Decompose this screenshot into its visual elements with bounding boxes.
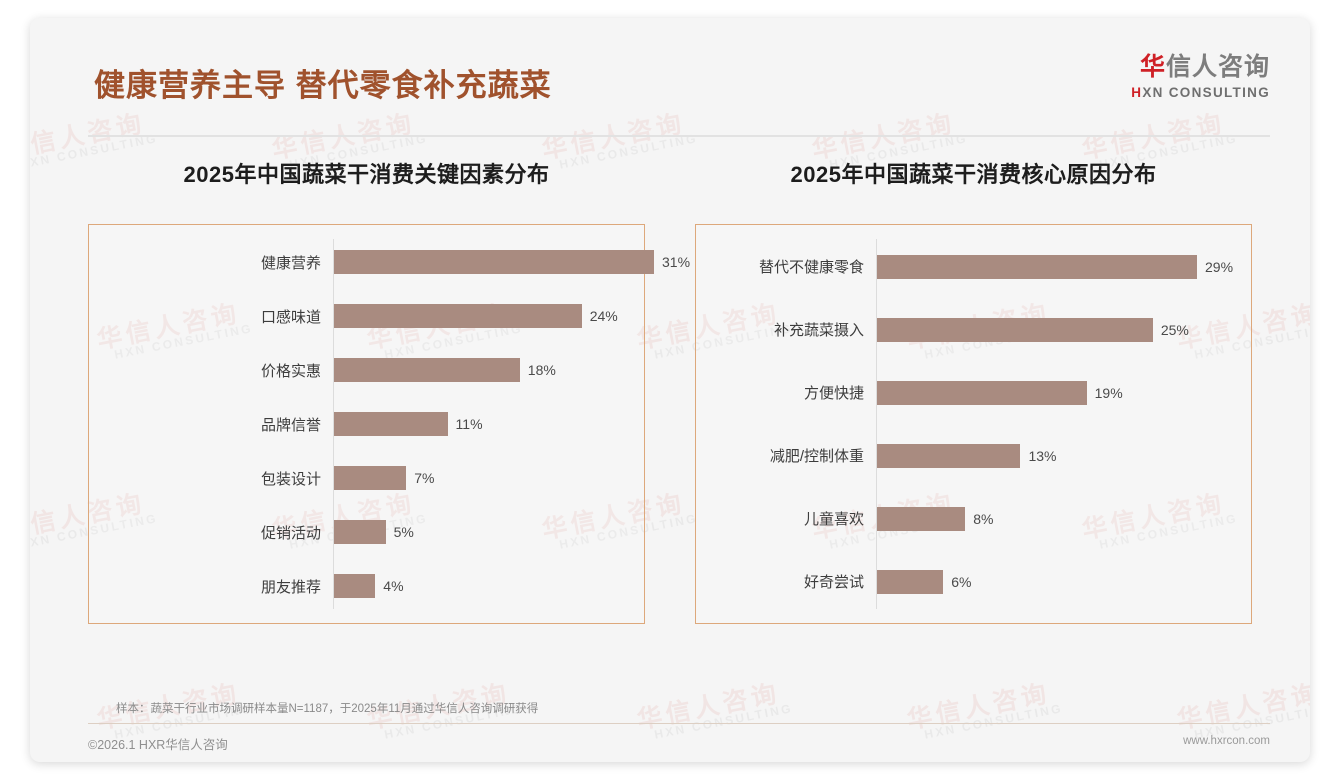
bar — [334, 574, 376, 598]
brand-logo: 华信人咨询 HXN CONSULTING — [1131, 53, 1270, 100]
bar-category-label: 包装设计 — [260, 470, 321, 488]
logo-cn-gray: 信人咨询 — [1165, 53, 1270, 81]
bar — [334, 304, 582, 328]
bar-row: 儿童喜欢 8% — [696, 506, 1251, 532]
bar — [334, 250, 654, 274]
bar-category-label: 替代不健康零食 — [758, 259, 864, 276]
bar-value-label: 19% — [1094, 384, 1123, 401]
bar-track: 13% — [876, 443, 1251, 469]
plot-right: 替代不健康零食 29% 补充蔬菜摄入 25% 方便快捷 19% 减肥/控制体重 13% 儿童喜欢… — [696, 225, 1251, 623]
copyright-text: ©2026.1 HXR华信人咨询 — [88, 738, 228, 752]
footer-divider — [88, 723, 1270, 724]
bar-value-label: 13% — [1028, 447, 1057, 464]
bar-track: 19% — [876, 380, 1251, 406]
bar-value-label: 29% — [1205, 258, 1234, 275]
bar — [877, 380, 1087, 405]
chart-title-right: 2025年中国蔬菜干消费核心原因分布 — [790, 162, 1157, 187]
bar-category-label: 补充蔬菜摄入 — [773, 322, 864, 339]
bar-row: 好奇尝试 6% — [696, 569, 1251, 595]
bar — [877, 254, 1197, 279]
bar-track: 5% — [333, 519, 644, 545]
bar-row: 补充蔬菜摄入 25% — [696, 317, 1251, 343]
bar-track: 25% — [876, 317, 1251, 343]
bar-rows-left: 健康营养 31% 口感味道 24% 价格实惠 18% 品牌信誉 11% 包装设计 7% 促销活动 5%… — [89, 225, 690, 623]
chart-title-left: 2025年中国蔬菜干消费关键因素分布 — [183, 162, 550, 187]
bar-category-label: 促销活动 — [260, 524, 321, 542]
bar — [334, 358, 520, 382]
bar-value-label: 31% — [662, 254, 691, 270]
bar — [877, 317, 1153, 342]
logo-cn-red: 华 — [1139, 53, 1166, 81]
bar-row: 品牌信誉 11% — [89, 411, 644, 437]
bar-category-label: 健康营养 — [260, 254, 321, 272]
bar-track: 7% — [333, 465, 644, 491]
bar-row: 朋友推荐 4% — [89, 573, 644, 599]
bar-category-label: 品牌信誉 — [260, 416, 321, 434]
slide-header: 健康营养主导 替代零食补充蔬菜 华信人咨询 HXN CONSULTING — [30, 18, 1310, 116]
logo-en-red: H — [1131, 84, 1143, 100]
chart-block-left: 2025年中国蔬菜干消费关键因素分布 健康营养 31% 口感味道 24% 价格实惠 18%… — [88, 158, 690, 624]
bar-value-label: 25% — [1160, 321, 1189, 338]
bar — [877, 443, 1021, 468]
chart-block-right: 2025年中国蔬菜干消费核心原因分布 替代不健康零食 29% 补充蔬菜摄入 25% 方便… — [695, 158, 1252, 624]
bar-value-label: 24% — [589, 308, 618, 324]
bar — [334, 520, 386, 544]
logo-en-gray: XN CONSULTING — [1142, 84, 1270, 100]
bar-row: 促销活动 5% — [89, 519, 644, 545]
bar-track: 31% — [333, 249, 690, 275]
logo-chinese: 华信人咨询 — [1131, 53, 1270, 82]
bar-category-label: 好奇尝试 — [803, 574, 864, 591]
bar-category-label: 口感味道 — [260, 308, 321, 326]
axis-line-right — [876, 239, 877, 609]
bar-category-label: 儿童喜欢 — [803, 511, 864, 528]
header-divider — [88, 135, 1270, 137]
slide-footer: ©2026.1 HXR华信人咨询 www.hxrcon.com — [30, 724, 1310, 762]
bar — [334, 466, 407, 490]
slide-canvas: 华信人咨询 HXN CONSULTING 华信人咨询 HXN CONSULTING 华信… — [30, 18, 1310, 762]
bar-track: 24% — [333, 303, 644, 329]
bar-category-label: 方便快捷 — [803, 385, 864, 402]
bar-category-label: 价格实惠 — [260, 362, 321, 380]
bar-track: 8% — [876, 506, 1251, 532]
bar-track: 11% — [333, 411, 644, 437]
bar-row: 口感味道 24% — [89, 303, 644, 329]
sample-footnote: 样本：蔬菜干行业市场调研样本量N=1187，于2025年11月通过华信人咨询调研… — [116, 703, 539, 715]
bar-rows-right: 替代不健康零食 29% 补充蔬菜摄入 25% 方便快捷 19% 减肥/控制体重 13% 儿童喜欢… — [696, 225, 1251, 623]
bar-value-label: 7% — [414, 470, 435, 486]
logo-english: HXN CONSULTING — [1131, 85, 1270, 100]
bar-value-label: 4% — [383, 578, 404, 594]
plot-left: 健康营养 31% 口感味道 24% 价格实惠 18% 品牌信誉 11% 包装设计 7% 促销活动 5%… — [89, 225, 690, 623]
bar-value-label: 8% — [973, 510, 994, 527]
bar-value-label: 18% — [527, 362, 556, 378]
bar-value-label: 6% — [951, 573, 972, 590]
bar-value-label: 5% — [393, 524, 414, 540]
bar-track: 18% — [333, 357, 644, 383]
bar-row: 健康营养 31% — [89, 249, 690, 275]
charts-area: 2025年中国蔬菜干消费关键因素分布 健康营养 31% 口感味道 24% 价格实惠 18%… — [30, 158, 1310, 678]
bar-category-label: 朋友推荐 — [260, 578, 321, 596]
bar-row: 包装设计 7% — [89, 465, 644, 491]
bar-track: 6% — [876, 569, 1251, 595]
bar-row: 替代不健康零食 29% — [696, 254, 1251, 280]
bar-row: 价格实惠 18% — [89, 357, 644, 383]
bar-row: 方便快捷 19% — [696, 380, 1251, 406]
bar — [877, 506, 966, 531]
bar — [877, 569, 944, 594]
axis-line-left — [333, 239, 334, 609]
bar-track: 29% — [876, 254, 1251, 280]
chart-panel-left: 健康营养 31% 口感味道 24% 价格实惠 18% 品牌信誉 11% 包装设计 7% 促销活动 5%… — [88, 224, 690, 624]
bar-row: 减肥/控制体重 13% — [696, 443, 1251, 469]
bar-track: 4% — [333, 573, 644, 599]
website-link[interactable]: www.hxrcon.com — [1183, 735, 1270, 747]
chart-panel-right: 替代不健康零食 29% 补充蔬菜摄入 25% 方便快捷 19% 减肥/控制体重 13% 儿童喜欢… — [695, 224, 1252, 624]
bar-value-label: 11% — [455, 416, 483, 432]
bar-category-label: 减肥/控制体重 — [769, 448, 864, 465]
bar — [334, 412, 448, 436]
page-title: 健康营养主导 替代零食补充蔬菜 — [94, 68, 552, 103]
